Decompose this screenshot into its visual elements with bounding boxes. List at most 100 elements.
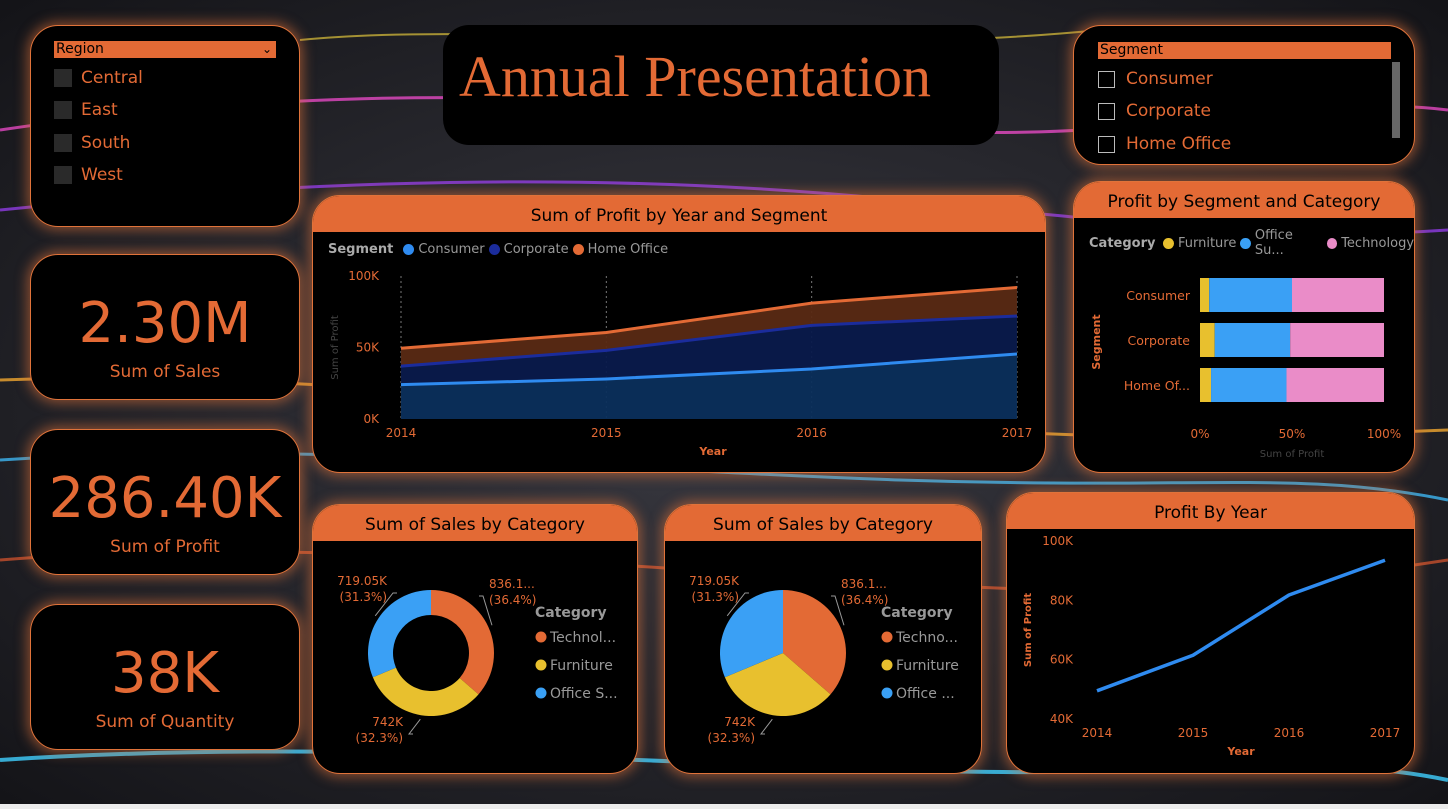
segment-slicer-header[interactable]: Segment [1098, 42, 1391, 59]
legend-label-furniture: Furniture [1177, 235, 1237, 251]
legend-dot-furniture [1163, 237, 1174, 249]
page-title: Annual Presentation [459, 44, 931, 109]
bar-segment-furniture [1200, 368, 1212, 402]
y-axis-label: Segment [1090, 314, 1103, 369]
region-item-central[interactable]: Central [54, 68, 143, 88]
kpi-profit-label: Sum of Profit [110, 537, 220, 557]
y-tick-label: 0K [363, 412, 380, 426]
legend-dot-home-office [572, 244, 584, 255]
donut-chart-plot: 836.1... (36.4%) 742K (32.3%) 719.05K (31.3%)… [337, 574, 618, 745]
stacked-bar-card: Profit by Segment and Category Category … [1073, 181, 1415, 473]
data-label: 836.1... [841, 577, 887, 591]
y-tick-label: 80K [1050, 593, 1074, 607]
region-slicer-header[interactable]: Region ⌄ [54, 41, 276, 58]
checkbox-icon[interactable] [54, 101, 72, 119]
x-tick-label: 2016 [1274, 726, 1305, 740]
x-tick-label: 2014 [386, 426, 417, 440]
legend-dot [535, 687, 547, 699]
title-panel: Annual Presentation [443, 25, 999, 145]
leader-line [759, 718, 773, 735]
leader-line [726, 592, 749, 617]
y-axis-label: Sum of Profit [330, 315, 341, 380]
region-item-label: South [81, 133, 131, 153]
slice-technology [783, 590, 846, 695]
kpi-quantity-value: 38K [111, 641, 219, 706]
region-item-west[interactable]: West [54, 165, 123, 185]
pie-chart-plot: 836.1... (36.4%) 742K (32.3%) 719.05K (31.3%)… [689, 574, 959, 745]
legend-label: Office S... [550, 686, 618, 702]
leader-line [407, 718, 421, 735]
x-tick-label: 2016 [796, 426, 827, 440]
kpi-profit-value: 286.40K [48, 466, 282, 531]
series-line-corporate [400, 314, 1018, 368]
region-item-south[interactable]: South [54, 133, 130, 153]
checkbox-icon[interactable] [54, 134, 72, 152]
x-axis-label: Sum of Profit [1260, 449, 1325, 460]
x-axis-label: Year [1226, 745, 1255, 758]
checkbox-icon[interactable] [1098, 135, 1115, 153]
data-label: 719.05K [337, 574, 388, 588]
segment-item-corporate[interactable]: Corporate [1098, 101, 1211, 121]
scrollbar[interactable] [1392, 62, 1400, 138]
legend-dot [881, 659, 893, 671]
checkbox-icon[interactable] [1098, 102, 1115, 120]
area-chart-plot: 0K 50K 100K 2014 2015 2016 2017 Year Sum of Prof… [330, 269, 1032, 458]
data-label: 742K [372, 715, 404, 729]
profit-line [1096, 558, 1386, 693]
legend-label: Office ... [896, 686, 955, 702]
x-axis-label: Year [698, 445, 727, 458]
legend-label-technology: Technology [1341, 235, 1415, 251]
legend-dot [535, 659, 547, 671]
leader-line [831, 595, 845, 626]
y-tick-label: 60K [1050, 653, 1074, 667]
segment-item-home-office[interactable]: Home Office [1098, 134, 1231, 154]
slice-office-supplies [368, 590, 431, 678]
slice-office-supplies [720, 590, 783, 678]
region-item-east[interactable]: East [54, 100, 118, 120]
legend-dot [881, 687, 893, 699]
checkbox-icon[interactable] [54, 69, 72, 87]
y-tick-label: 100K [348, 269, 380, 283]
x-tick-label: 2015 [591, 426, 622, 440]
line-chart-card: Profit By Year 40K 60K 80K 100K 2014 2015 2016… [1006, 492, 1415, 774]
bar-segment-technology [1292, 278, 1384, 312]
checkbox-icon[interactable] [1098, 70, 1115, 88]
legend-label-office-supplies: Office Su... [1254, 228, 1293, 258]
bar-segment-technology [1286, 368, 1384, 402]
chevron-down-icon[interactable]: ⌄ [261, 42, 272, 56]
stacked-bar-title: Profit by Segment and Category [1074, 182, 1414, 218]
checkbox-icon[interactable] [54, 166, 72, 184]
data-label-pct: (36.4%) [841, 593, 888, 607]
stacked-bar-legend: Category Furniture Office Su... Technolo… [1089, 228, 1414, 258]
legend-label: Furniture [550, 658, 613, 674]
legend-dot [535, 631, 547, 643]
legend-label: Technol... [549, 630, 616, 646]
bar-segment-technology [1290, 323, 1384, 357]
category-label: Corporate [1128, 333, 1191, 348]
stacked-bar-plot: Consumer Corporate Home Of... 0% 50% 100% Sum … [1090, 278, 1401, 460]
segment-item-consumer[interactable]: Consumer [1098, 69, 1213, 89]
area-chart-title: Sum of Profit by Year and Segment [313, 196, 1045, 232]
legend-dot-technology [1326, 237, 1338, 249]
kpi-sales-value: 2.30M [78, 291, 252, 356]
legend-title: Category [881, 605, 953, 621]
legend-dot-consumer [403, 244, 415, 255]
data-label-pct: (31.3%) [340, 590, 387, 604]
kpi-quantity-card: 38K Sum of Quantity [30, 604, 300, 750]
legend-title: Category [535, 605, 607, 621]
area-chart-legend: Segment Consumer Corporate Home Office [328, 242, 668, 257]
slice-furniture [724, 653, 831, 716]
category-label: Home Of... [1124, 378, 1190, 393]
region-slicer: Region ⌄ Central East South West [30, 25, 300, 227]
x-tick-label: 2015 [1178, 726, 1209, 740]
y-tick-label: 50K [356, 341, 380, 355]
region-slicer-title: Region [56, 41, 104, 57]
data-label: 742K [724, 715, 756, 729]
region-item-label: West [81, 165, 123, 185]
data-label: 836.1... [489, 577, 535, 591]
y-tick-label: 100K [1042, 534, 1074, 548]
line-chart-title: Profit By Year [1007, 493, 1414, 529]
donut-chart-title: Sum of Sales by Category [313, 505, 637, 541]
segment-slicer: Segment Consumer Corporate Home Office [1073, 25, 1415, 165]
